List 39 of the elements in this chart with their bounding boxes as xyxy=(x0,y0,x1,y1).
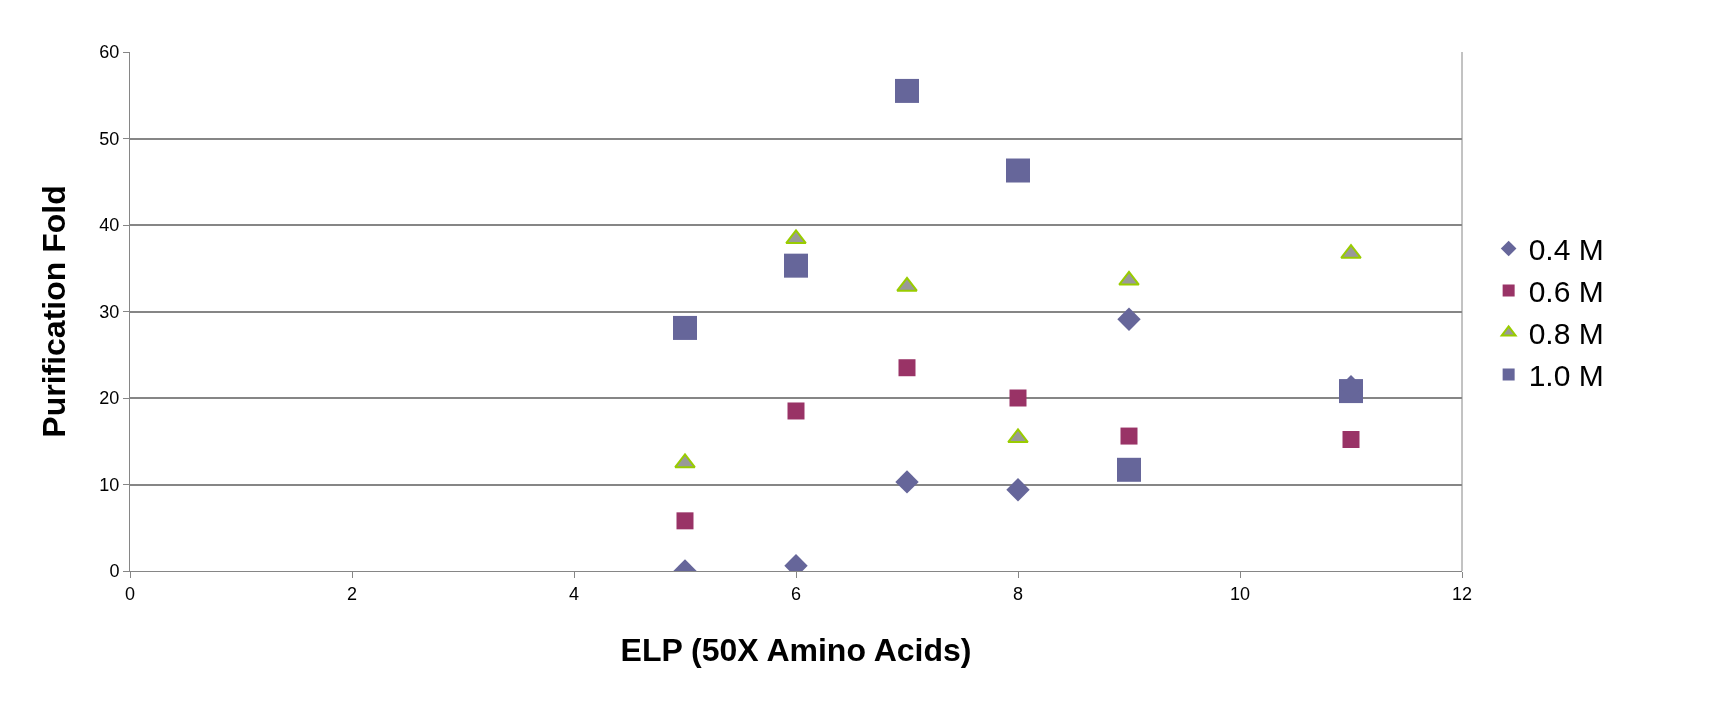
point xyxy=(674,453,696,469)
point xyxy=(1009,389,1027,407)
x-tick-label: 0 xyxy=(124,583,136,604)
x-tick-label: 2 xyxy=(346,583,358,604)
x-axis-title: ELP (50X Amino Acids) xyxy=(620,632,972,669)
legend-label: 0.4 M xyxy=(1528,233,1604,267)
point xyxy=(1120,427,1138,445)
point xyxy=(676,512,694,530)
x-tick-label: 4 xyxy=(568,583,580,604)
point xyxy=(898,359,916,377)
point xyxy=(896,276,918,292)
point xyxy=(1007,428,1029,444)
point xyxy=(785,229,807,245)
x-tick-label: 6 xyxy=(790,583,802,604)
point xyxy=(1006,158,1030,183)
point xyxy=(784,253,808,278)
point xyxy=(673,315,697,340)
point xyxy=(1006,477,1030,502)
point xyxy=(1117,457,1141,482)
legend-label: 0.6 M xyxy=(1528,275,1604,309)
y-tick-label: 60 xyxy=(99,42,120,63)
point xyxy=(1118,270,1140,286)
legend-label: 1.0 M xyxy=(1528,359,1604,393)
y-axis-title: Purification Fold xyxy=(35,185,72,438)
point xyxy=(895,470,919,494)
y-tick-label: 0 xyxy=(109,561,120,582)
point xyxy=(1342,431,1360,449)
legend-label: 0.8 M xyxy=(1528,317,1604,351)
x-tick-label: 8 xyxy=(1012,583,1024,604)
y-tick-label: 40 xyxy=(99,215,120,236)
point xyxy=(895,78,919,103)
y-tick-label: 20 xyxy=(99,388,120,409)
point xyxy=(787,402,805,420)
x-tick-label: 10 xyxy=(1229,583,1251,604)
point xyxy=(1117,307,1141,331)
x-tick-label: 12 xyxy=(1451,583,1473,604)
y-tick-label: 50 xyxy=(99,128,120,149)
y-tick-label: 30 xyxy=(99,301,120,322)
y-tick-label: 10 xyxy=(99,474,120,495)
